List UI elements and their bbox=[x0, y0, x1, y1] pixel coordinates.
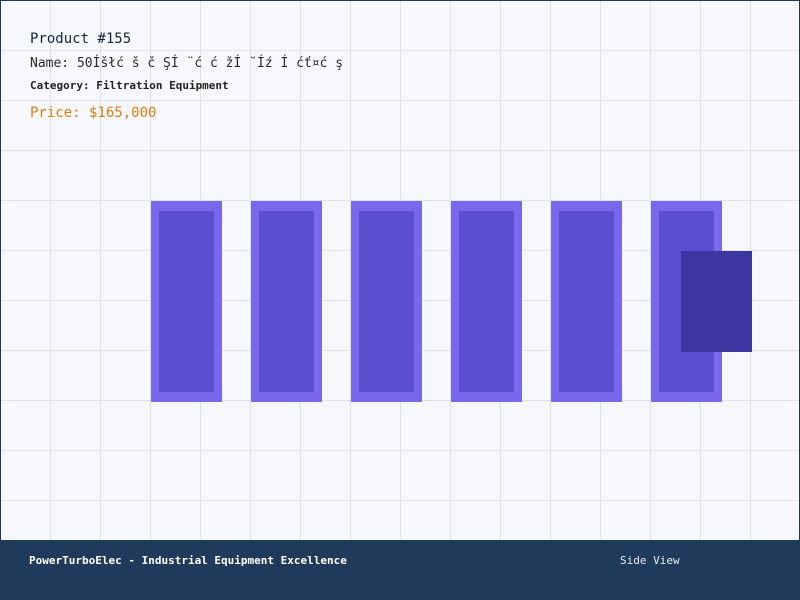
side-outlet-block bbox=[681, 251, 752, 352]
filter-module-inner bbox=[259, 211, 314, 392]
filter-module-3 bbox=[351, 201, 422, 402]
filter-module-1 bbox=[151, 201, 222, 402]
filter-module-inner bbox=[359, 211, 414, 392]
filter-module-inner bbox=[559, 211, 614, 392]
filter-module-5 bbox=[551, 201, 622, 402]
filter-module-4 bbox=[451, 201, 522, 402]
filter-module-2 bbox=[251, 201, 322, 402]
footer-bar: PowerTurboElec - Industrial Equipment Ex… bbox=[1, 540, 799, 599]
product-category: Category: Filtration Equipment bbox=[30, 79, 229, 92]
product-id: Product #155 bbox=[30, 31, 132, 47]
footer-brand: PowerTurboElec - Industrial Equipment Ex… bbox=[29, 554, 347, 567]
filter-module-inner bbox=[159, 211, 214, 392]
filter-module-inner bbox=[459, 211, 514, 392]
product-info: Product #155 Name: 50Íšłć š č ŞÍ ¨ć ć žÍ… bbox=[30, 29, 343, 122]
product-name: Name: 50Íšłć š č ŞÍ ¨ć ć žÍ ˘Íź Í ćť¤ć ş bbox=[30, 56, 344, 71]
view-label: Side View bbox=[620, 554, 680, 567]
product-price: Price: $165,000 bbox=[30, 105, 157, 121]
